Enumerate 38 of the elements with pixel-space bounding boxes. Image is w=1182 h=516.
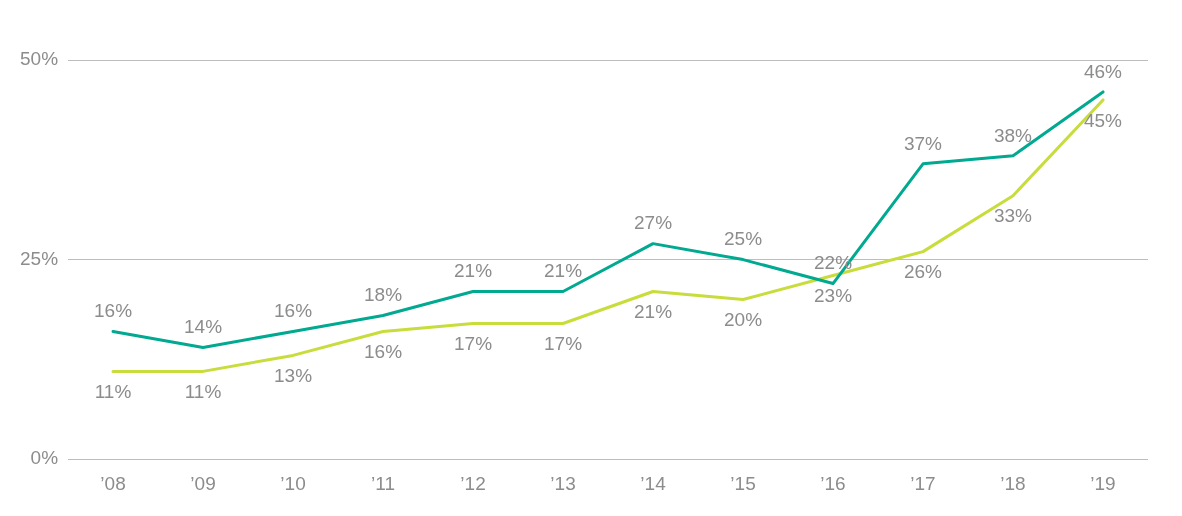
data-label: 18% (364, 284, 403, 306)
x-tick-label: ’14 (640, 472, 667, 494)
data-label: 16% (274, 300, 313, 322)
data-label: 25% (723, 228, 763, 250)
data-label: 11% (94, 381, 132, 403)
data-label: 14% (184, 316, 223, 338)
data-label: 38% (993, 124, 1033, 146)
data-label: 37% (903, 132, 943, 154)
data-label: 11% (184, 381, 222, 403)
data-label: 20% (723, 309, 763, 331)
data-label: 16% (94, 300, 133, 322)
data-label: 27% (634, 212, 673, 234)
x-tick-label: ’15 (730, 472, 756, 494)
data-label: 46% (1083, 60, 1123, 82)
x-tick-label: ’12 (460, 472, 486, 494)
data-label: 45% (1083, 109, 1123, 131)
y-tick-label: 0% (30, 447, 59, 469)
x-tick-label: ’16 (820, 472, 846, 494)
x-tick-label: ’17 (910, 472, 936, 494)
x-tick-label: ’18 (1000, 472, 1026, 494)
x-tick-label: ’13 (550, 472, 576, 494)
data-label: 13% (274, 365, 313, 387)
y-tick-label: 50% (20, 48, 59, 70)
data-label: 21% (454, 260, 493, 282)
y-tick-label: 25% (20, 247, 59, 269)
x-tick-label: ’08 (100, 472, 126, 494)
data-label: 23% (813, 285, 853, 307)
x-tick-label: ’11 (371, 472, 395, 494)
x-tick-label: ’09 (190, 472, 216, 494)
data-label: 17% (544, 333, 583, 355)
data-label: 26% (903, 261, 943, 283)
x-tick-label: ’10 (280, 472, 306, 494)
data-label: 33% (993, 205, 1033, 227)
data-label: 21% (634, 301, 673, 323)
x-tick-label: ’19 (1090, 472, 1116, 494)
data-label: 16% (364, 341, 403, 363)
data-label: 21% (544, 260, 583, 282)
data-label: 17% (454, 333, 493, 355)
